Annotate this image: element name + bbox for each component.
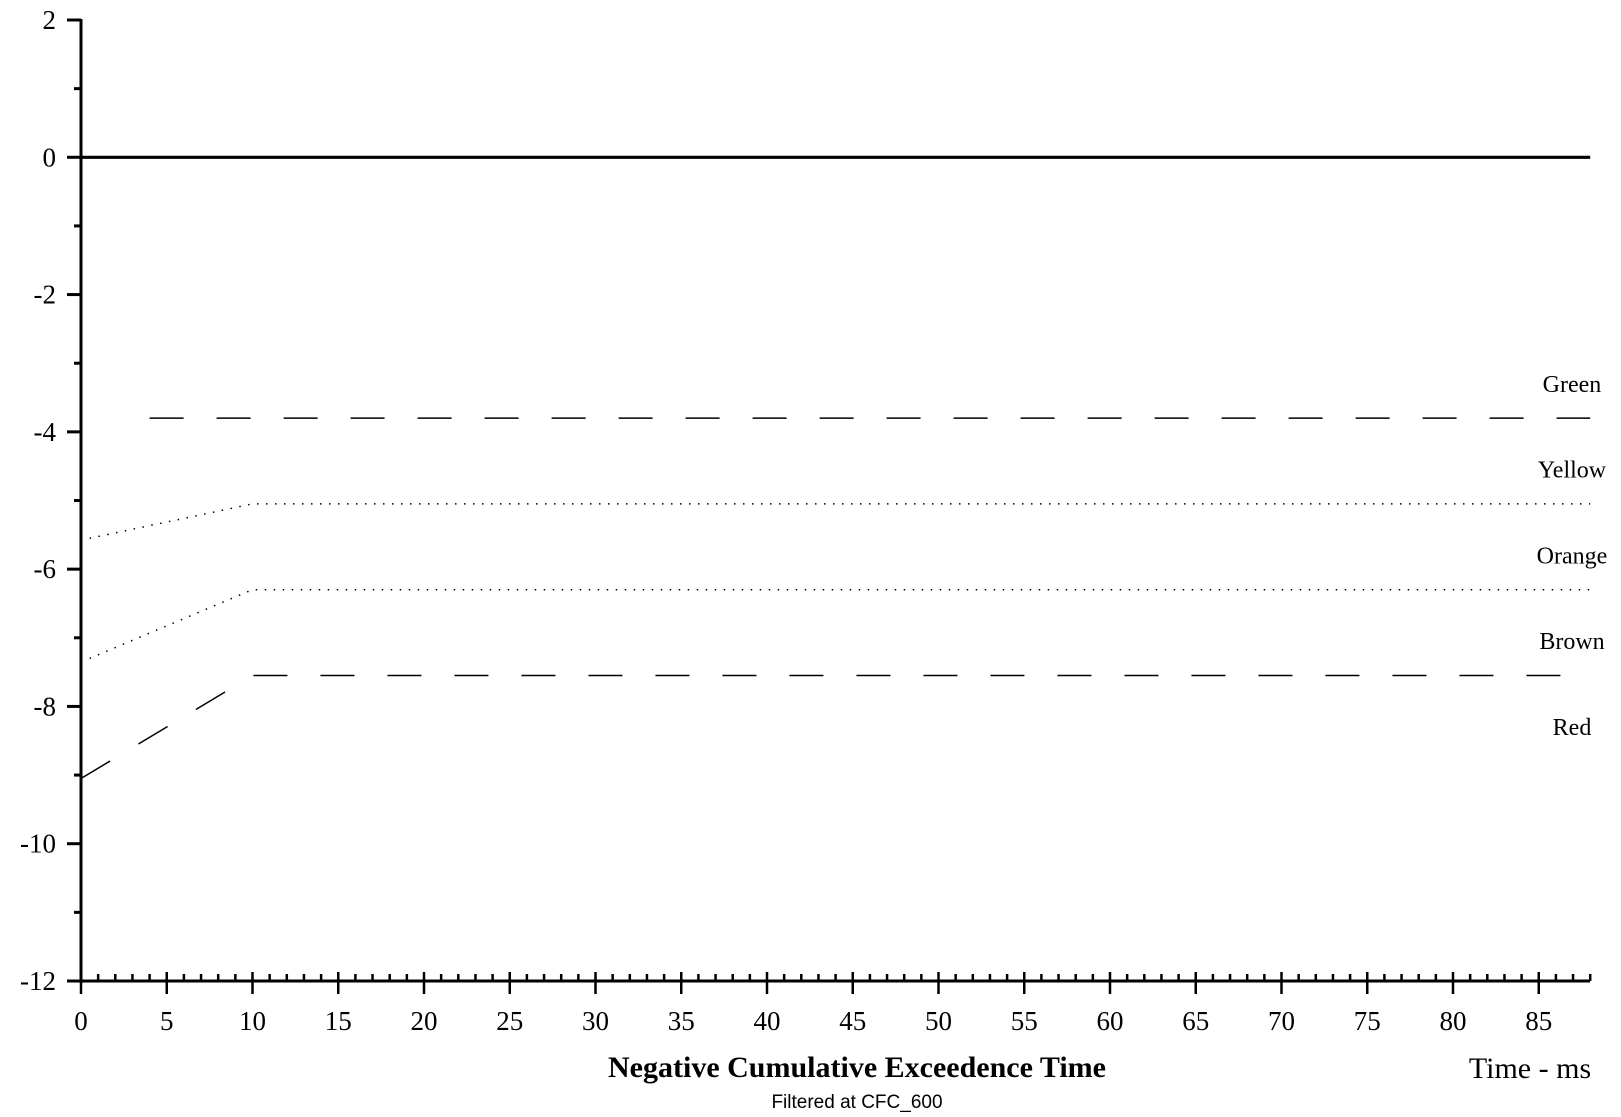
y-tick-label: -12 [20, 966, 56, 996]
x-tick-label: 35 [668, 1006, 695, 1036]
band-label-red: Red [1553, 715, 1592, 741]
band-label-green: Green [1543, 372, 1602, 398]
series-line-orange [89, 588, 1591, 660]
x-tick-label: 30 [582, 1006, 609, 1036]
y-tick-label: -4 [34, 417, 57, 447]
x-axis-label: Time - ms [1469, 1052, 1591, 1085]
label-layer: Green Yellow Orange Brown Red [1537, 372, 1608, 741]
x-tick-label: 10 [239, 1006, 266, 1036]
band-label-brown: Brown [1539, 629, 1604, 655]
x-tick-label: 20 [411, 1006, 438, 1036]
x-tick-label: 80 [1440, 1006, 1467, 1036]
chart-title: Negative Cumulative Exceedence Time [608, 1051, 1106, 1084]
x-tick-label: 55 [1011, 1006, 1038, 1036]
chart-subtitle: Filtered at CFC_600 [771, 1092, 942, 1113]
x-tick-label: 40 [754, 1006, 781, 1036]
x-tick-label: 0 [74, 1006, 88, 1036]
x-tick-label: 5 [160, 1006, 174, 1036]
x-tick-label: 65 [1182, 1006, 1209, 1036]
series-line-yellow [89, 503, 1591, 540]
series-line-brown [80, 674, 1591, 780]
axes-layer: 20-2-4-6-8-10-120 5 10 15 20 25 30 35 40 45 50 55 60… [20, 5, 1592, 1036]
y-tick-label: -6 [34, 554, 57, 584]
x-tick-label: 75 [1354, 1006, 1381, 1036]
band-label-yellow: Yellow [1538, 458, 1607, 484]
x-tick-label: 85 [1525, 1006, 1552, 1036]
x-tick-label: 60 [1097, 1006, 1124, 1036]
x-tick-label: 45 [839, 1006, 866, 1036]
x-tick-label: 50 [925, 1006, 952, 1036]
y-tick-label: 0 [43, 142, 57, 172]
y-tick-label: -10 [20, 829, 56, 859]
band-label-orange: Orange [1537, 543, 1608, 569]
y-tick-label: -8 [34, 691, 57, 721]
x-tick-label: 70 [1268, 1006, 1295, 1036]
x-tick-label: 15 [325, 1006, 352, 1036]
x-tick-label: 25 [496, 1006, 523, 1036]
series-layer [80, 155, 1591, 780]
y-tick-label: -2 [34, 280, 57, 310]
y-tick-label: 2 [43, 5, 57, 35]
